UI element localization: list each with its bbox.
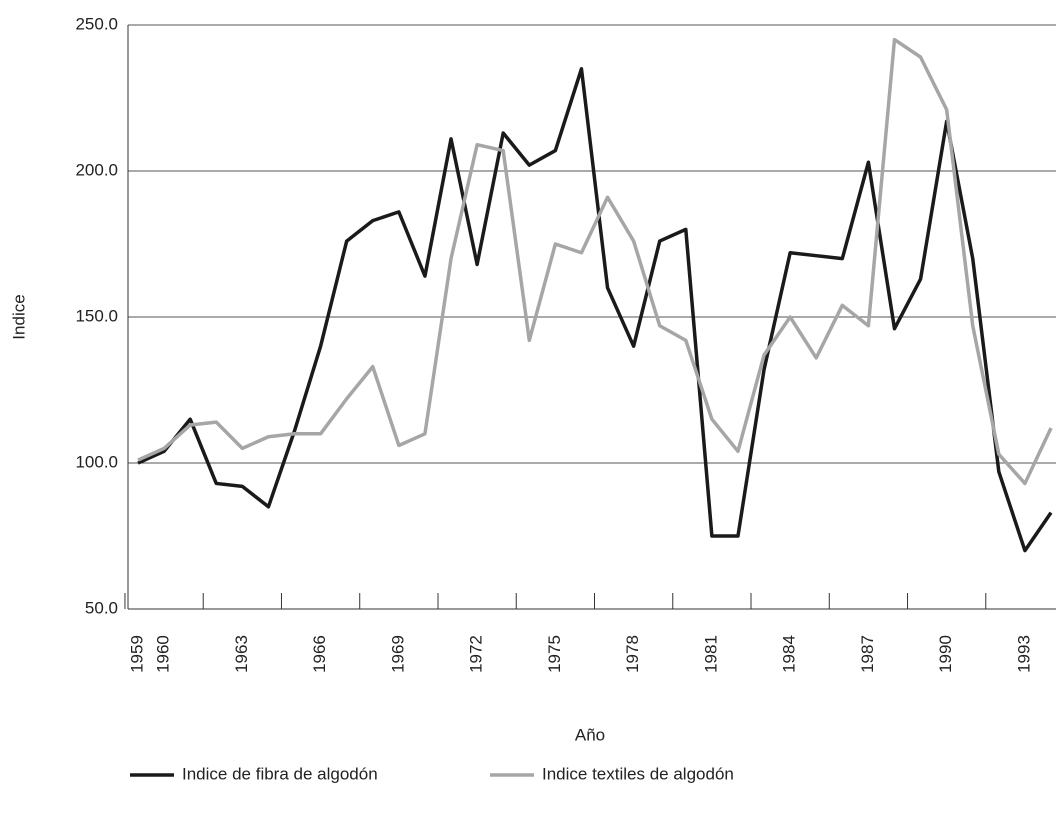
x-tick-label: 1969 [388, 635, 407, 673]
x-tick-label: 1963 [232, 635, 251, 673]
y-tick-label: 100.0 [75, 452, 118, 471]
x-tick-label: 1960 [154, 635, 173, 673]
series-line [137, 67, 1053, 553]
y-axis-title: Indice [9, 294, 28, 339]
y-tick-label: 250.0 [75, 14, 118, 33]
x-tick-label: 1959 [127, 635, 146, 673]
series-line [137, 37, 1053, 486]
x-axis-title: Año [575, 725, 605, 744]
x-tick-label: 1978 [623, 635, 642, 673]
y-tick-label: 200.0 [75, 160, 118, 179]
y-tick-label: 50.0 [85, 598, 118, 617]
x-tick-label: 1984 [780, 635, 799, 673]
x-tick-label: 1993 [1014, 635, 1033, 673]
x-tick-label: 1990 [936, 635, 955, 673]
legend-label: Indice textiles de algodón [542, 764, 734, 783]
legend-label: Indice de fibra de algodón [182, 764, 378, 783]
x-tick-label: 1975 [545, 635, 564, 673]
x-tick-label: 1966 [310, 635, 329, 673]
x-tick-label: 1987 [858, 635, 877, 673]
x-tick-label: 1981 [701, 635, 720, 673]
y-tick-label: 150.0 [75, 306, 118, 325]
x-tick-label: 1972 [467, 635, 486, 673]
